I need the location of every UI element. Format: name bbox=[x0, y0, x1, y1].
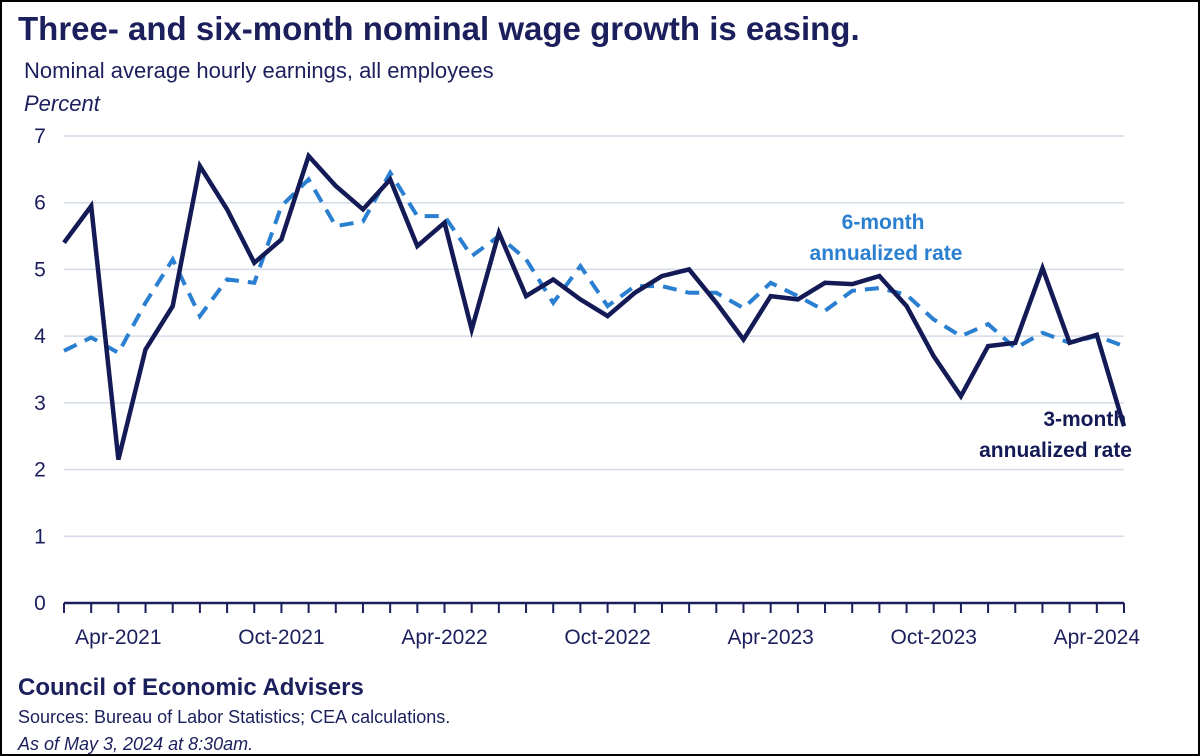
footer-organization: Council of Economic Advisers bbox=[18, 674, 364, 701]
x-tick-label-oct-2021: Oct-2021 bbox=[238, 626, 324, 649]
x-tick-label-apr-2023: Apr-2023 bbox=[727, 626, 813, 649]
chart-title: Three- and six-month nominal wage growth… bbox=[18, 10, 860, 47]
x-tick-label-apr-2021: Apr-2021 bbox=[75, 626, 161, 649]
annotation-6-month-line2: annualized rate bbox=[810, 242, 963, 265]
series-annotations: 6-month annualized rate 3-month annualiz… bbox=[810, 211, 1132, 462]
series-line-6-month bbox=[63, 168, 1125, 356]
annotation-6-month-line1: 6-month bbox=[842, 211, 925, 234]
annotation-6-month: 6-month annualized rate bbox=[810, 211, 963, 265]
y-tick-label-3: 3 bbox=[34, 392, 46, 415]
footer-date: As of May 3, 2024 at 8:30am. bbox=[18, 734, 254, 754]
y-axis-unit-label: Percent bbox=[24, 91, 100, 116]
annotation-3-month: 3-month annualized rate bbox=[979, 408, 1132, 462]
annotation-3-month-line1: 3-month bbox=[1043, 408, 1126, 431]
footer-sources: Sources: Bureau of Labor Statistics; CEA… bbox=[18, 707, 451, 727]
series-line-3-month bbox=[62, 151, 1127, 461]
y-tick-label-2: 2 bbox=[34, 459, 46, 482]
series-lines bbox=[62, 151, 1127, 461]
y-tick-label-5: 5 bbox=[34, 258, 46, 281]
chart-subtitle: Nominal average hourly earnings, all emp… bbox=[24, 58, 494, 83]
y-tick-label-7: 7 bbox=[34, 125, 46, 148]
x-tick-label-apr-2024: Apr-2024 bbox=[1054, 626, 1141, 649]
y-tick-label-0: 0 bbox=[34, 592, 46, 615]
y-tick-label-6: 6 bbox=[34, 192, 46, 215]
x-tick-label-oct-2022: Oct-2022 bbox=[564, 626, 650, 649]
gridlines bbox=[64, 135, 1124, 538]
y-tick-label-4: 4 bbox=[34, 325, 46, 348]
y-tick-label-1: 1 bbox=[34, 525, 46, 548]
annotation-3-month-line2: annualized rate bbox=[979, 439, 1132, 462]
x-tick-label-oct-2023: Oct-2023 bbox=[891, 626, 977, 649]
x-tick-label-apr-2022: Apr-2022 bbox=[401, 626, 487, 649]
axes: 0 1 2 3 4 5 6 7 Apr-2021 Oct-2021 Apr-2022 Oct-2022… bbox=[34, 125, 1140, 649]
